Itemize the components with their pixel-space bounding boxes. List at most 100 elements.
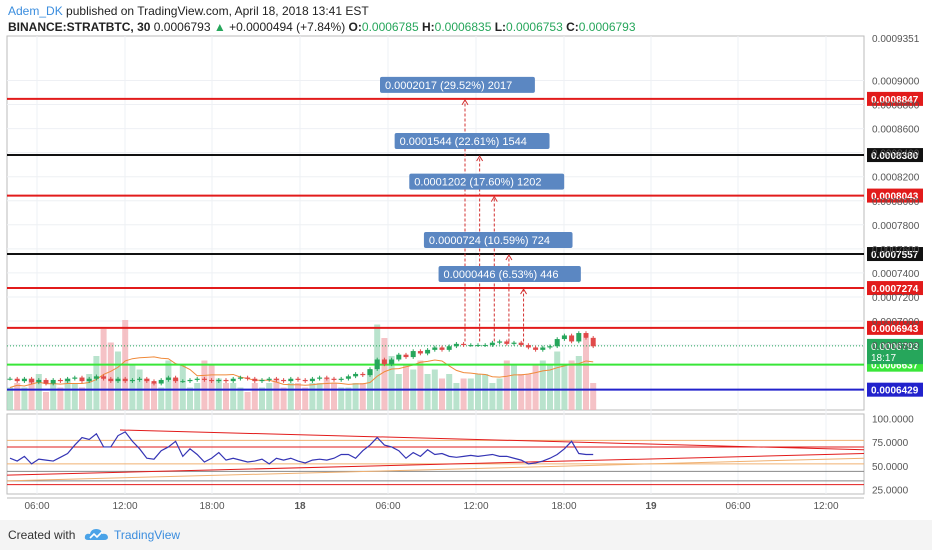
candle-body [79, 377, 85, 382]
volume-bar [280, 387, 287, 410]
level-price-label: 0.0008847 [871, 95, 919, 106]
volume-bar [590, 383, 597, 410]
volume-bar [187, 387, 193, 410]
symbol-label[interactable]: BINANCE:STRATBTC, 30 [8, 20, 151, 34]
price-tick-label: 0.0008200 [872, 173, 920, 184]
measure-badge [423, 232, 573, 249]
measure-badge-label: 0.0002017 (29.52%) 2017 [385, 80, 512, 92]
measurement-arrows[interactable]: 0.0002017 (29.52%) 2017 0.0001544 (22.61%… [380, 76, 581, 342]
time-tick-label: 12:00 [463, 501, 488, 512]
candle-body [201, 378, 207, 380]
volume-bar [107, 342, 114, 410]
candle-body [50, 379, 56, 384]
volume-bar [489, 383, 496, 410]
price-tick-label: 0.0009000 [872, 76, 920, 87]
candle-body [7, 378, 13, 380]
measure-arrow-head [505, 254, 513, 261]
candle-body [86, 378, 92, 382]
time-tick-label: 06:00 [725, 501, 750, 512]
measure-badge [409, 173, 565, 190]
candle-body [122, 378, 128, 382]
volume-bar [79, 387, 85, 410]
price-tick-label: 0.0008000 [872, 197, 920, 208]
price-tick-label: 0.0008800 [872, 101, 920, 112]
level-price-tag [867, 320, 923, 335]
volume-bar [511, 365, 517, 410]
candle-body [410, 351, 416, 358]
low-value: 0.0006753 [506, 20, 563, 34]
measure-arrow-head [520, 288, 527, 295]
candle-body [360, 373, 366, 376]
time-tick-label: 06:00 [24, 501, 49, 512]
candle-body [180, 381, 186, 383]
measure-badge [394, 133, 550, 150]
volume-bar [158, 387, 165, 410]
candle-body [36, 379, 42, 383]
close-value: 0.0006793 [578, 20, 636, 34]
candle-body [324, 377, 330, 379]
candle-body [281, 379, 287, 382]
time-tick-label: 12:00 [813, 501, 838, 512]
measure-badge [380, 76, 535, 93]
candle-body [540, 347, 546, 350]
candle-body [21, 378, 27, 382]
horizontal-levels[interactable]: 0.00088470.00083800.00080430.00075570.00… [7, 91, 923, 397]
volume-bar [424, 374, 431, 410]
price-tick-label: 0.0007200 [872, 293, 920, 304]
tradingview-link[interactable]: TradingView [114, 528, 181, 542]
candle-body [65, 378, 71, 382]
volume-bar [273, 378, 280, 410]
candle-body [381, 359, 387, 365]
current-price-tag [867, 338, 923, 353]
volume-bar [352, 383, 359, 410]
volume-bar [230, 383, 237, 410]
candle-body [209, 379, 215, 382]
current-price-tag [867, 350, 923, 365]
volume-bar [7, 387, 13, 410]
volume-bar [50, 383, 57, 410]
candle-body [453, 343, 459, 347]
candle-body [446, 346, 452, 350]
author-link[interactable]: Adem_DK [8, 4, 63, 18]
volume-ma-line [9, 356, 594, 388]
publish-info: published on TradingView.com, April 18, … [66, 4, 369, 18]
candle-body [482, 345, 488, 347]
volume-bar [316, 383, 323, 410]
price-tick-label: 0.0007000 [872, 317, 920, 328]
candle-body [511, 342, 517, 344]
candle-body [288, 378, 294, 382]
price-chart[interactable]: 0.00088470.00083800.00080430.00075570.00… [0, 34, 932, 520]
candle-body [576, 333, 582, 342]
measure-badge-label: 0.0000446 (6.53%) 446 [444, 269, 559, 281]
measure-arrow-head [490, 195, 498, 202]
current-price-label: 0.0006793 [871, 342, 919, 353]
last-price: 0.0006793 [153, 20, 211, 34]
time-tick-label: 18 [294, 501, 306, 512]
measure-arrow-head [476, 155, 484, 162]
volume-bar [554, 351, 561, 410]
axes: 0.00090000.00088000.00086000.00084000.00… [7, 34, 920, 512]
candle-body [432, 347, 438, 350]
candle-body [165, 377, 171, 380]
candle-body [309, 378, 315, 382]
level-price-tag [867, 148, 923, 163]
candle-body [230, 378, 236, 382]
candle-body [317, 377, 323, 379]
volume-bar [93, 356, 100, 410]
volume-bar [35, 374, 42, 410]
volume-bar [345, 387, 352, 410]
candle-body [525, 345, 531, 348]
measure-badge-label: 0.0001544 (22.61%) 1544 [400, 136, 527, 148]
volume-bar [583, 338, 589, 410]
volume-bar [259, 387, 265, 410]
volume-bar [223, 383, 229, 410]
candle-body [187, 379, 193, 382]
volume-bar [143, 378, 150, 410]
volume-bar [518, 374, 525, 410]
volume-bar [295, 383, 301, 410]
volume-bar [21, 387, 28, 410]
grid-lines [6, 35, 865, 495]
tradingview-cloud-icon[interactable] [84, 526, 110, 542]
price-tick-label: 0.0007800 [872, 221, 920, 232]
volume-bar [331, 383, 337, 410]
